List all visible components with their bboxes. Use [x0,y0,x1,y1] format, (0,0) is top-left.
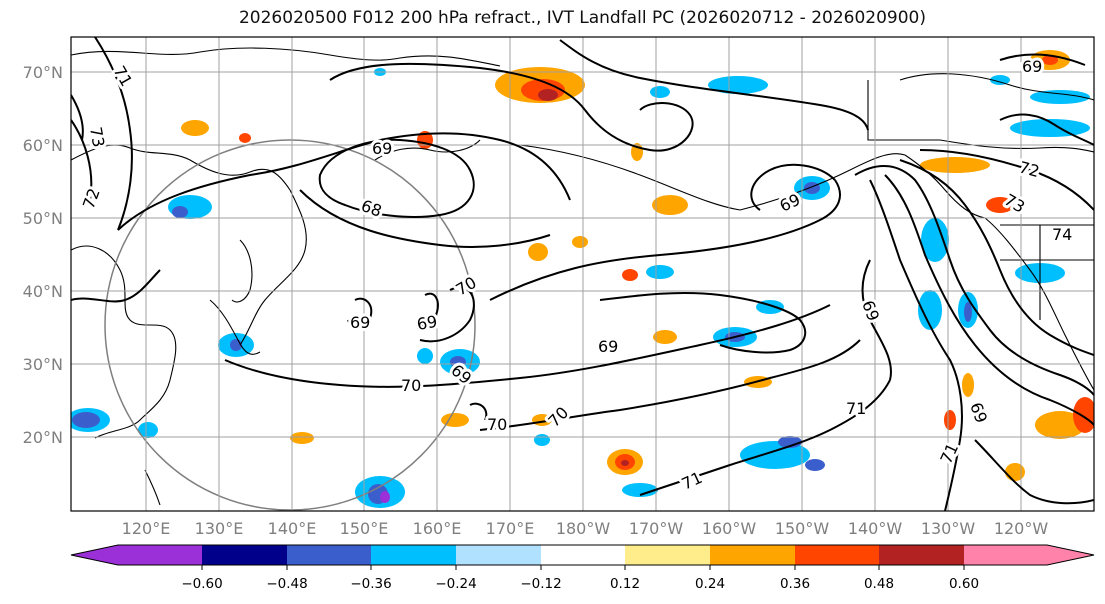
colorbar-tick-label: −0.36 [350,576,391,592]
lat-label: 50°N [23,209,63,228]
colorbar-cell [287,545,371,565]
map-title: 2026020500 F012 200 hPa refract., IVT La… [238,8,926,28]
lon-label: 140°W [848,519,903,538]
lat-label: 70°N [23,63,63,82]
colorbar-tick-label: −0.12 [520,576,561,592]
lon-label: 130°E [195,519,244,538]
lon-label: 160°E [413,519,462,538]
colorbar-tick-label: 0.36 [780,576,810,592]
colorbar-tick-label: 0.48 [864,576,894,592]
colorbar-tick-label: 0.12 [610,576,640,592]
colorbar-cell [202,545,287,565]
lat-label: 20°N [23,428,63,447]
lon-label: 180°W [556,519,611,538]
lat-label: 30°N [23,355,63,374]
lon-label: 140°E [268,519,317,538]
colorbar-ticks [201,565,965,570]
colorbar-cell [879,545,964,565]
refractivity-contours [71,37,1094,511]
contour-label: 69 [415,312,438,334]
lon-label: 160°W [702,519,757,538]
colorbar-cell [371,545,456,565]
contour-label: 71 [846,399,866,418]
colorbar-cell [625,545,710,565]
lon-label: 150°E [340,519,389,538]
colorbar-tick-label: 0.24 [695,576,725,592]
lon-label: 120°W [994,519,1049,538]
colorbar-cell [456,545,541,565]
colorbar: −0.60 −0.48 −0.36 −0.24 −0.12 0.12 0.24 … [70,544,1095,592]
gridlines [71,37,1094,511]
map-frame [70,36,1095,512]
contour-label: 74 [1052,225,1072,244]
contour-label: 69 [1022,57,1042,76]
contour-label: 69 [350,313,370,332]
lon-label: 150°W [775,519,830,538]
colorbar-outline [70,544,1095,566]
colorbar-cell [71,545,202,565]
lon-label: 120°E [122,519,171,538]
lat-label: 40°N [23,282,63,301]
contour-label: 69 [372,139,392,158]
longitude-labels: 120°E 130°E 140°E 150°E 160°E 170°E 180°… [122,519,1049,538]
colorbar-cell [710,545,795,565]
lon-label: 130°W [921,519,976,538]
colorbar-cell [541,545,625,565]
contour-label: 70 [487,415,507,434]
lon-label: 170°W [629,519,684,538]
contour-label: 69 [598,337,618,356]
colorbar-tick-label: −0.48 [266,576,307,592]
lat-label: 60°N [23,136,63,155]
colorbar-tick-label: −0.60 [181,576,222,592]
lon-label: 170°E [486,519,535,538]
latitude-labels: 70°N 60°N 50°N 40°N 30°N 20°N [23,63,63,447]
colorbar-cell [795,545,879,565]
colorbar-tick-label: −0.24 [435,576,476,592]
contour-label: 73 [86,125,108,148]
colorbar-tick-label: 0.60 [949,576,979,592]
colorbar-cell [964,545,1094,565]
contour-label: 70 [401,376,421,395]
range-ring [104,139,476,511]
